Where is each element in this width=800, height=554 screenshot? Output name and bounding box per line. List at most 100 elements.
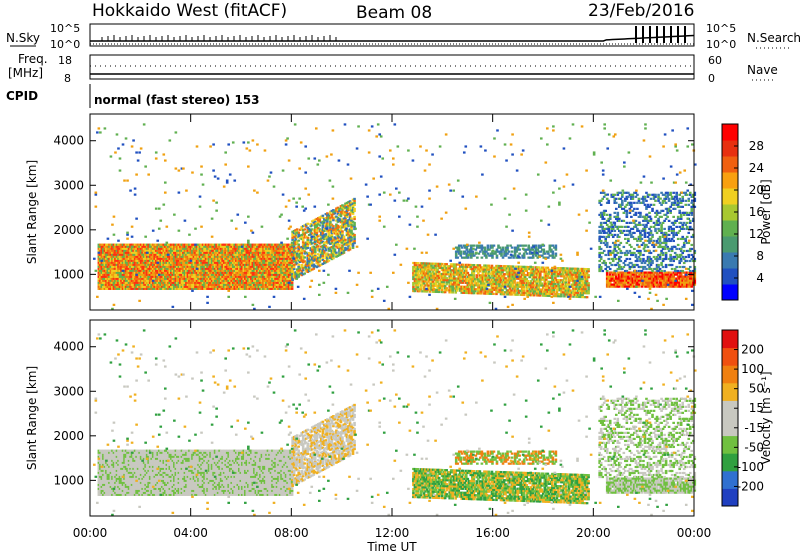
range-cell [430, 268, 433, 271]
range-cell [120, 275, 123, 278]
range-cell [290, 281, 294, 284]
range-cell [130, 281, 134, 284]
range-cell [150, 255, 153, 258]
range-cell [148, 251, 152, 254]
range-cell [115, 269, 119, 272]
range-cell [126, 287, 129, 290]
range-cell [440, 286, 444, 290]
range-cell [145, 257, 149, 260]
range-cell [97, 257, 101, 260]
range-cell [127, 259, 131, 262]
range-cell [138, 279, 141, 282]
range-cell [339, 215, 343, 218]
range-cell [415, 264, 418, 267]
range-cell [150, 279, 153, 282]
range-cell [118, 261, 122, 264]
range-cell [157, 259, 161, 262]
range-cell [117, 287, 120, 290]
range-cell [118, 247, 122, 250]
range-cell [112, 255, 116, 258]
range-cell [126, 245, 129, 248]
range-cell [157, 283, 161, 286]
range-cell [138, 285, 141, 288]
range-cell [150, 277, 153, 280]
range-cell [160, 263, 164, 266]
beam-label: Beam 08 [356, 3, 432, 23]
range-cell [329, 220, 332, 223]
range-cell [165, 285, 169, 288]
range-cell [108, 249, 111, 252]
range-cell [163, 281, 167, 284]
range-cell [540, 288, 544, 291]
range-cell [105, 269, 108, 272]
range-cell [159, 255, 163, 258]
range-cell [135, 263, 138, 266]
range-cell [120, 271, 123, 274]
range-cell [157, 251, 161, 254]
range-cell [109, 245, 113, 248]
range-cell [150, 253, 153, 256]
range-cell [145, 259, 149, 262]
range-cell [126, 261, 129, 264]
range-cell [353, 209, 356, 213]
range-cell [416, 262, 420, 265]
range-cell [121, 285, 125, 288]
range-cell [159, 247, 163, 250]
range-cell [105, 263, 108, 266]
range-cell [129, 283, 132, 286]
range-cell [538, 280, 542, 283]
range-cell [112, 287, 116, 290]
range-cell [551, 274, 554, 278]
range-cell [147, 263, 150, 266]
range-cell [97, 259, 101, 262]
range-cell [519, 275, 522, 278]
range-cell [115, 243, 119, 246]
range-cell [154, 245, 158, 248]
range-cell [135, 275, 138, 278]
range-cell [145, 253, 149, 256]
range-cell [97, 247, 101, 250]
range-cell [163, 275, 167, 278]
range-cell [348, 206, 352, 209]
range-cell [99, 277, 102, 280]
range-cell [163, 243, 167, 246]
range-cell [548, 272, 551, 275]
range-cell [351, 212, 355, 215]
range-cell [159, 253, 163, 256]
range-cell [120, 267, 123, 270]
range-cell [114, 283, 117, 286]
range-cell [148, 263, 152, 266]
range-cell [501, 271, 504, 274]
range-cell [133, 259, 137, 262]
range-cell [130, 255, 134, 258]
range-cell [160, 257, 164, 260]
range-cell [97, 269, 101, 272]
range-cell [126, 277, 129, 280]
range-cell [132, 265, 135, 268]
range-cell [501, 289, 504, 292]
range-cell [127, 251, 131, 254]
range-cell [124, 247, 128, 250]
range-cell [165, 251, 169, 254]
range-cell [154, 281, 158, 284]
range-cell [109, 267, 113, 270]
range-cell [162, 271, 166, 274]
range-cell [157, 279, 161, 282]
range-cell [163, 255, 167, 258]
range-cell [111, 255, 114, 258]
range-cell [117, 253, 120, 256]
range-cell [338, 243, 341, 247]
range-cell [162, 263, 166, 266]
range-cell [99, 279, 102, 282]
range-cell [120, 255, 123, 258]
range-cell [114, 277, 117, 280]
range-cell [440, 262, 444, 266]
range-cell [114, 273, 117, 276]
range-cell [117, 259, 120, 262]
range-cell [123, 277, 126, 280]
range-cell [120, 273, 123, 276]
range-cell [167, 269, 170, 272]
range-cell [353, 221, 356, 225]
range-cell [136, 267, 140, 270]
range-cell [136, 245, 140, 248]
